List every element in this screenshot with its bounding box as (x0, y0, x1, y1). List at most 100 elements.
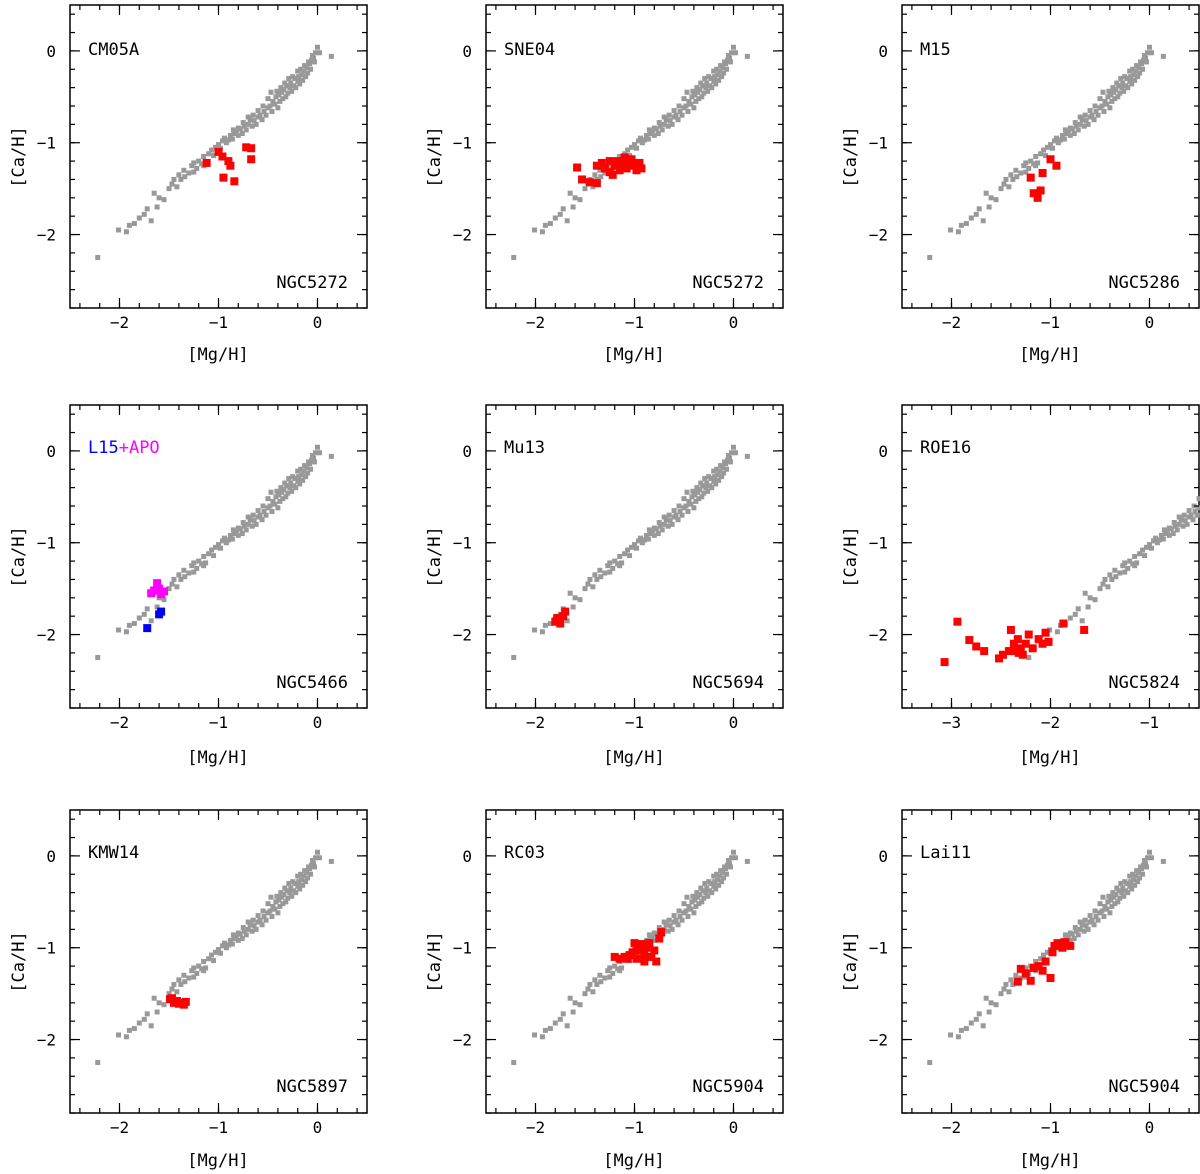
cluster-point (632, 166, 641, 175)
field-point (191, 160, 197, 166)
y-axis-label: [Ca/H] (9, 526, 29, 587)
field-point (683, 503, 689, 509)
field-point (196, 558, 202, 564)
field-point (722, 864, 728, 870)
field-point (1093, 109, 1099, 115)
field-point (665, 928, 671, 934)
y-axis-label: [Ca/H] (841, 931, 861, 992)
field-point (1095, 112, 1101, 118)
field-point (686, 98, 692, 104)
field-point (178, 576, 184, 582)
field-point (288, 80, 294, 86)
field-point (632, 142, 637, 148)
x-tick-label: −2 (942, 313, 961, 332)
field-point (663, 517, 669, 523)
cluster-point (610, 161, 619, 170)
field-point (1166, 525, 1172, 531)
field-point (592, 977, 598, 983)
x-tick-label: −1 (625, 1118, 644, 1137)
cluster-point (143, 624, 152, 633)
x-tick-label: 0 (729, 1118, 739, 1137)
axis-ticks: −2 −1 0 −2 −1 0 (37, 810, 367, 1137)
cluster-point (150, 586, 159, 595)
field-point (269, 914, 275, 920)
field-point (275, 910, 281, 916)
field-point (617, 154, 623, 159)
field-point (267, 908, 273, 914)
field-point (154, 604, 160, 610)
field-point (704, 80, 710, 86)
field-point (277, 903, 283, 909)
field-point (169, 181, 175, 187)
x-tick-label: −1 (209, 313, 228, 332)
x-axis-label: [Mg/H] (1019, 345, 1080, 365)
field-point (677, 109, 683, 115)
cluster-point (1046, 155, 1055, 164)
field-point (201, 959, 207, 964)
y-axis-label: [Ca/H] (9, 931, 29, 992)
field-point (724, 871, 730, 877)
field-point (1110, 85, 1116, 91)
field-point (196, 963, 202, 969)
field-point (1097, 901, 1103, 907)
cluster-point (657, 928, 666, 937)
field-point (627, 553, 633, 559)
field-point (293, 890, 299, 896)
field-point (161, 597, 167, 603)
field-point (1082, 112, 1088, 118)
field-point (313, 50, 319, 56)
field-point (1194, 512, 1200, 518)
field-point (328, 858, 334, 864)
field-point (288, 885, 294, 891)
field-point (259, 922, 265, 928)
cluster-point (1033, 193, 1042, 202)
field-point (209, 147, 215, 153)
field-point (279, 89, 285, 95)
field-point (651, 125, 657, 131)
field-point (719, 474, 725, 480)
x-tick-label: 0 (729, 313, 739, 332)
field-point (1043, 153, 1049, 159)
field-point (1140, 871, 1146, 877)
y-tick-label: −2 (37, 626, 56, 645)
field-point (676, 503, 682, 509)
cluster-point (1038, 966, 1047, 975)
field-point (1072, 925, 1078, 931)
field-point (722, 459, 728, 465)
field-point (655, 131, 661, 137)
field-point (721, 70, 727, 76)
field-point (315, 444, 320, 450)
field-point (1083, 923, 1089, 929)
field-point (657, 123, 663, 129)
cluster-point (157, 590, 166, 599)
field-point (263, 512, 269, 518)
cluster-label: NGC5904 (692, 1077, 764, 1097)
field-point (1118, 880, 1124, 886)
axis-ticks: −2 −1 0 −2 −1 0 (453, 5, 783, 332)
cluster-point (1026, 976, 1035, 985)
field-point (265, 901, 271, 907)
field-point (1083, 118, 1089, 124)
field-point (253, 926, 259, 932)
field-point (136, 1020, 142, 1026)
field-point (313, 855, 319, 861)
field-point (1067, 937, 1073, 943)
field-point (1085, 121, 1091, 127)
field-point (233, 529, 239, 535)
field-point (136, 215, 142, 221)
field-point (283, 494, 289, 500)
field-point (1003, 981, 1009, 987)
field-point (703, 85, 709, 91)
field-point (1142, 553, 1148, 559)
field-point (303, 474, 309, 480)
field-point (1089, 112, 1095, 118)
field-point (293, 485, 299, 491)
cluster-point (622, 164, 631, 173)
field-point (651, 532, 657, 538)
field-point (1026, 165, 1032, 171)
field-point (282, 80, 288, 86)
field-point (1120, 563, 1126, 569)
field-point (273, 494, 279, 500)
x-tick-label: 0 (313, 313, 323, 332)
cluster-point (1066, 941, 1075, 950)
